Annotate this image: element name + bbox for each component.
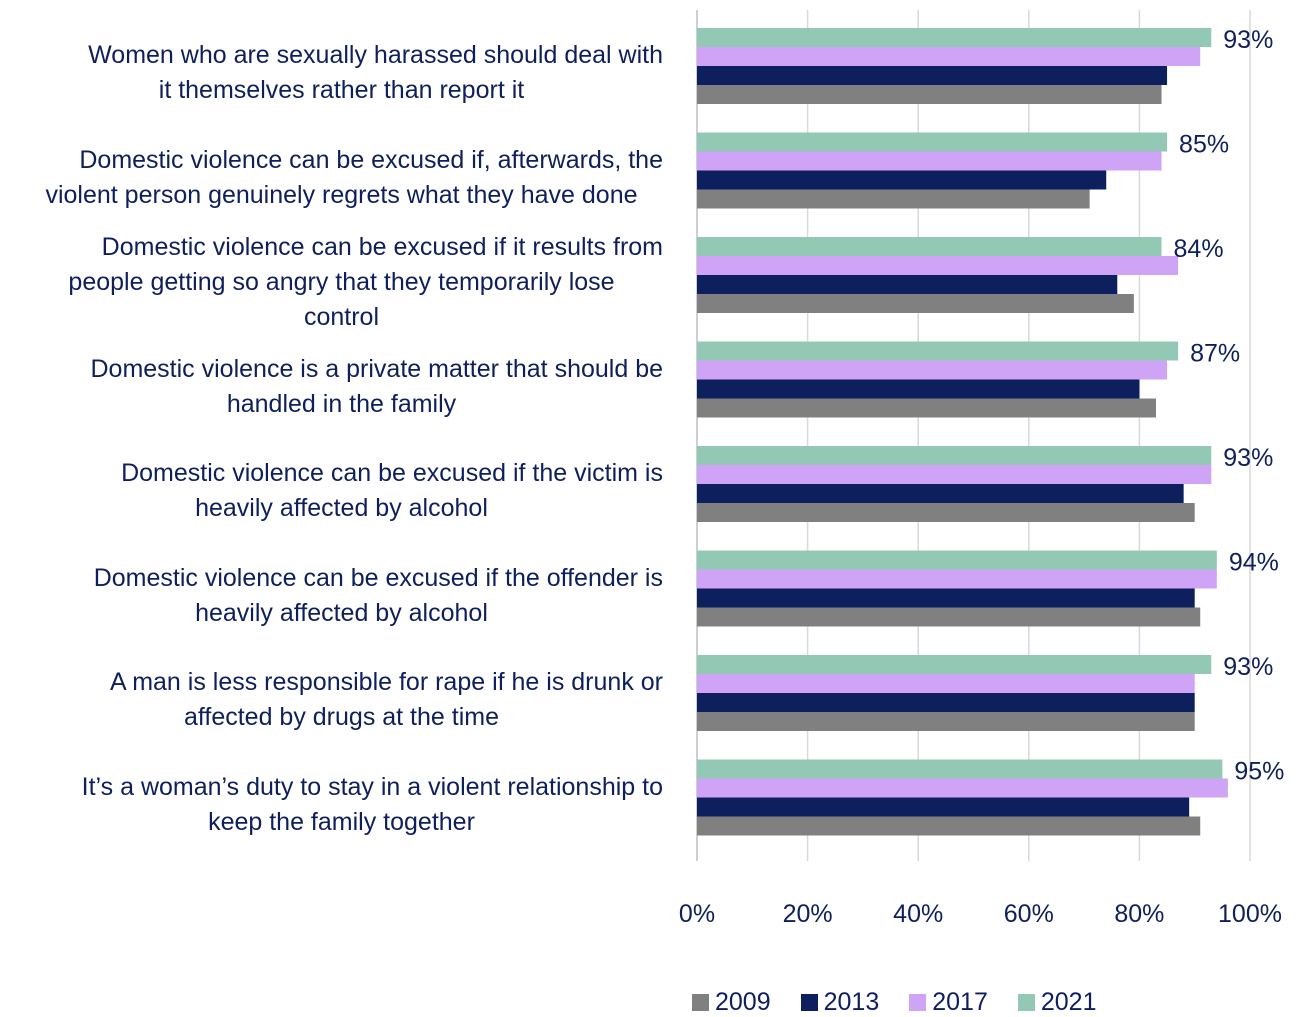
bar-2017 [697, 256, 1179, 275]
data-label: 87% [1190, 340, 1240, 368]
legend-item-2017: 2017 [909, 988, 988, 1017]
bar-2013 [697, 693, 1195, 712]
bar-2009 [697, 398, 1156, 418]
bar-2009 [697, 189, 1090, 209]
bar-2017 [697, 674, 1195, 693]
bar-2009 [697, 294, 1134, 313]
legend-item-2021: 2021 [1017, 988, 1097, 1017]
category-label-line: heavily affected by alcohol [195, 494, 488, 523]
category-label-line: affected by drugs at the time [183, 703, 499, 732]
category-label: Domestic violence can be excused if the … [0, 456, 663, 526]
legend-label: 2013 [823, 988, 880, 1016]
category-label-line: Domestic violence can be excused if the … [93, 563, 663, 592]
bar-2021 [697, 28, 1212, 47]
bar-2017 [697, 465, 1212, 484]
bar-2009 [697, 85, 1162, 104]
x-tick-label: 0% [679, 900, 715, 928]
bar-2021 [697, 341, 1179, 361]
x-tick-label: 100% [1218, 900, 1282, 928]
x-tick-label: 20% [783, 900, 833, 928]
bar-2017 [697, 47, 1201, 66]
bar-2017 [697, 360, 1168, 380]
category-label-line: people getting so angry that they tempor… [68, 267, 615, 296]
category-label-line: Domestic violence can be excused if the … [121, 459, 663, 488]
data-label: 85% [1179, 131, 1229, 159]
category-label-line: It’s a woman’s duty to stay in a violent… [81, 772, 663, 801]
bar-2021 [697, 132, 1168, 152]
data-label: 93% [1223, 444, 1273, 472]
legend-swatch [692, 994, 709, 1011]
legend-label: 2009 [715, 988, 771, 1016]
bar-2013 [697, 379, 1140, 399]
category-label-line: handled in the family [226, 389, 457, 418]
x-tick-label: 60% [1004, 900, 1054, 928]
legend: 2009 2013 2017 2021 [692, 988, 1097, 1017]
category-label-line: keep the family together [208, 807, 475, 836]
bar-2009 [697, 712, 1195, 731]
category-label-line: Domestic violence is a private matter th… [90, 354, 664, 383]
bar-2009 [697, 607, 1201, 627]
bar-2017 [697, 151, 1162, 171]
bar-2021 [697, 550, 1217, 570]
category-label-line: Women who are sexually harassed should d… [88, 41, 663, 70]
category-label-line: heavily affected by alcohol [195, 598, 488, 627]
data-label: 93% [1223, 653, 1273, 681]
category-label: A man is less responsible for rape if he… [0, 665, 663, 735]
category-label-line: Domestic violence can be excused if, aft… [79, 145, 663, 174]
bar-2013 [697, 484, 1184, 503]
category-label: It’s a woman’s duty to stay in a violent… [0, 770, 663, 840]
bar-2013 [697, 170, 1107, 190]
x-tick-label: 40% [893, 900, 943, 928]
bar-2013 [697, 588, 1195, 608]
bar-2009 [697, 816, 1201, 836]
category-label-line: control [303, 302, 380, 331]
bar-2021 [697, 759, 1223, 779]
legend-swatch [800, 994, 818, 1011]
bar-2013 [697, 66, 1168, 85]
bar-2009 [697, 503, 1195, 522]
bar-2017 [697, 569, 1217, 589]
category-label: Domestic violence is a private matter th… [0, 352, 664, 422]
legend-item-2009: 2009 [692, 988, 771, 1017]
x-tick-label: 80% [1114, 900, 1164, 928]
bar-2021 [697, 446, 1212, 465]
category-label-line: violent person genuinely regrets what th… [45, 180, 638, 209]
category-label: Domestic violence can be excused if the … [0, 561, 663, 631]
category-label: Domestic violence can be excused if it r… [0, 230, 663, 335]
data-label: 94% [1229, 549, 1279, 577]
bar-2021 [697, 655, 1212, 674]
data-label: 95% [1234, 758, 1284, 786]
legend-label: 2017 [932, 988, 988, 1016]
category-label-line: it themselves rather than report it [158, 76, 525, 105]
bar-2013 [697, 797, 1190, 817]
category-label-line: Domestic violence can be excused if it r… [101, 232, 663, 261]
category-label: Domestic violence can be excused if, aft… [0, 143, 663, 213]
bar-2013 [697, 275, 1118, 294]
bar-2021 [697, 237, 1162, 256]
category-label-line: A man is less responsible for rape if he… [109, 668, 663, 697]
data-label: 84% [1174, 235, 1224, 263]
legend-swatch [909, 994, 927, 1011]
legend-label: 2021 [1040, 988, 1097, 1016]
category-label: Women who are sexually harassed should d… [0, 38, 663, 108]
legend-item-2013: 2013 [800, 988, 880, 1017]
data-label: 93% [1223, 26, 1273, 54]
legend-swatch [1017, 994, 1035, 1011]
bar-2017 [697, 778, 1228, 798]
